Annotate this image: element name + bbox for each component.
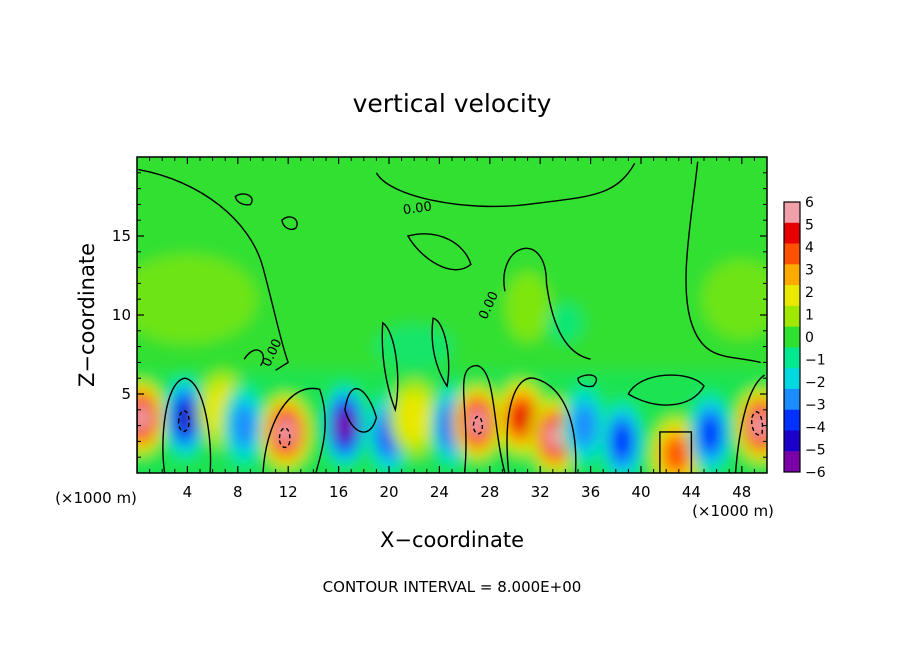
colorbar-cell-0 [784, 202, 800, 224]
contour-line-15 [278, 427, 291, 449]
x-tick-label-24: 24 [430, 483, 449, 501]
colorbar-tick-label: 6 [805, 195, 814, 211]
colorbar-tick-label: 5 [805, 218, 814, 234]
x-tick-label-28: 28 [480, 483, 499, 501]
colorbar-cell-7 [784, 347, 800, 369]
colorbar: 6 5 4 3 2 1 0 −1 −2 −3 −4 −5 −6 [783, 195, 826, 481]
contour-line-10 [659, 431, 693, 473]
velocity-blob-0 [137, 378, 167, 457]
y-tick-label-15: 15 [112, 227, 131, 245]
colorbar-cell-4 [784, 285, 800, 307]
colorbar-tick-label: 1 [805, 308, 814, 324]
velocity-blob-3 [222, 382, 267, 469]
contour-line-22 [577, 374, 598, 388]
x-unit-label-left: (×1000 m) [55, 489, 137, 507]
velocity-blob-5 [322, 382, 367, 469]
colorbar-cell-12 [784, 451, 800, 473]
contour-line-7 [162, 377, 212, 473]
contour-line-8 [462, 364, 506, 473]
colorbar-cell-10 [784, 409, 800, 431]
colorbar-tick-label: −5 [805, 443, 826, 459]
x-tick-label-36: 36 [581, 483, 600, 501]
colorbar-tick-label: 0 [805, 330, 814, 346]
velocity-blob-7 [388, 378, 441, 457]
colorbar-cell-6 [784, 326, 800, 348]
x-tick-label-48: 48 [732, 483, 751, 501]
x-tick-label-40: 40 [631, 483, 650, 501]
x-tick-label-32: 32 [531, 483, 550, 501]
contour-interval-note: CONTOUR INTERVAL = 8.000E+00 [323, 578, 582, 596]
velocity-blob-15 [688, 390, 733, 473]
colorbar-cell-9 [784, 388, 800, 411]
contour-line-13 [751, 411, 764, 436]
contour-line-19 [431, 317, 450, 388]
velocity-blob-4 [259, 392, 312, 471]
colorbar-tick-label: 2 [805, 285, 814, 301]
velocity-field [137, 157, 767, 473]
y-tick-label-5: 5 [121, 385, 131, 403]
x-tick-label-20: 20 [379, 483, 398, 501]
contour-line-21 [234, 193, 253, 206]
contour-line-2 [375, 162, 636, 208]
contour-line-5 [685, 161, 761, 364]
contour-line-17 [243, 349, 265, 367]
x-tick-label-12: 12 [279, 483, 298, 501]
contour-line-18 [381, 321, 399, 413]
contour-line-9 [506, 377, 577, 473]
x-axis-label: X−coordinate [380, 528, 524, 552]
x-tick-label-44: 44 [682, 483, 701, 501]
contour-line-23 [344, 388, 378, 433]
velocity-blob-16 [734, 386, 767, 465]
contour-line-3 [406, 233, 472, 271]
colorbar-tick-label: −2 [805, 375, 826, 391]
contour-line-14 [177, 410, 190, 432]
colorbar-cell-5 [784, 305, 800, 328]
colorbar-tick-label: −4 [805, 420, 826, 436]
x-tick-label-16: 16 [329, 483, 348, 501]
chart-title: vertical velocity [353, 89, 552, 118]
contour-line-6 [262, 387, 326, 473]
x-unit-label-right: (×1000 m) [692, 502, 774, 520]
contour-line-12 [734, 374, 765, 473]
colorbar-tick-label: −1 [805, 353, 826, 369]
colorbar-cell-8 [784, 368, 800, 390]
velocity-blob-14 [650, 415, 703, 473]
contour-line-20 [281, 216, 298, 231]
velocity-blob-1 [162, 374, 207, 461]
velocity-blob-12 [562, 382, 607, 469]
x-tick-label-8: 8 [233, 483, 243, 501]
x-tick-label-4: 4 [183, 483, 193, 501]
colorbar-frame [783, 201, 801, 473]
colorbar-tick-label: −3 [805, 398, 826, 414]
colorbar-tick-label: 4 [805, 240, 814, 256]
colorbar-tick-label: 3 [805, 263, 814, 279]
contour-label-0: 0.00 [402, 199, 433, 218]
colorbar-cell-2 [784, 243, 800, 265]
colorbar-tick-label: −6 [805, 465, 826, 481]
contour-line-4 [503, 247, 591, 360]
y-axis-label: Z−coordinate [75, 243, 99, 387]
contour-line-16 [472, 415, 483, 435]
y-tick-label-10: 10 [112, 306, 131, 324]
velocity-blob-13 [600, 398, 645, 473]
contour-line-11 [627, 374, 705, 406]
contour-line-1 [138, 168, 290, 371]
colorbar-cell-3 [784, 264, 800, 286]
colorbar-cell-1 [784, 222, 800, 245]
colorbar-cell-11 [784, 430, 800, 452]
